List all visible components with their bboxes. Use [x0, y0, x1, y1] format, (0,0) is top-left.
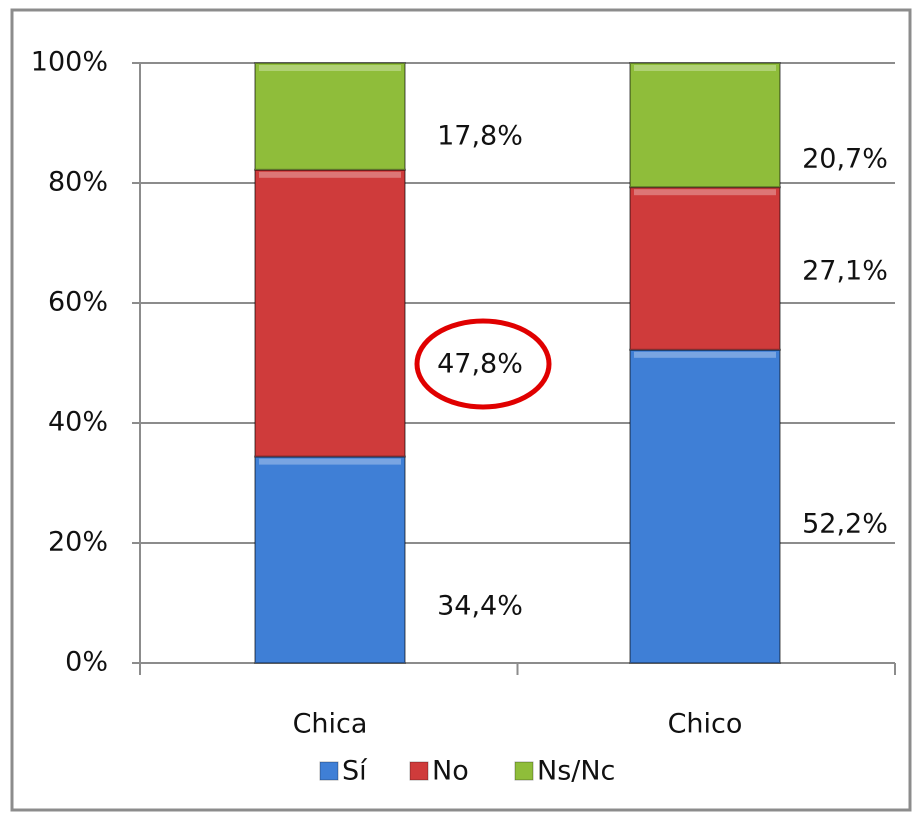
legend-swatch [319, 761, 339, 781]
legend-label: Ns/Nc [537, 756, 615, 787]
y-tick-label: 100% [31, 47, 108, 78]
legend-label: No [432, 756, 469, 787]
bar-segment [254, 168, 406, 458]
bar-segment [629, 186, 781, 351]
data-label: 34,4% [437, 591, 523, 622]
bar-highlight [259, 458, 401, 465]
bar-highlight [634, 65, 776, 71]
bar-segment [254, 455, 406, 664]
legend-swatch [409, 761, 429, 781]
x-tick-label: Chica [293, 709, 368, 740]
legend-label: Sí [342, 756, 368, 787]
bar-segment [254, 62, 406, 171]
bar-highlight [634, 189, 776, 196]
bar-highlight [634, 351, 776, 358]
bar-segment [629, 348, 781, 664]
bar-segment [629, 62, 781, 189]
data-label: 27,1% [802, 256, 888, 287]
bar-highlight [259, 171, 401, 178]
y-tick-label: 0% [65, 647, 108, 678]
highlight-circle [414, 318, 552, 410]
data-label: 17,8% [437, 121, 523, 152]
x-tick-label: Chico [668, 709, 743, 740]
data-label: 20,7% [802, 144, 888, 175]
data-label: 47,8% [437, 349, 523, 380]
y-tick-label: 80% [48, 167, 108, 198]
bar-highlight [259, 65, 401, 71]
data-label: 52,2% [802, 509, 888, 540]
y-tick-label: 40% [48, 407, 108, 438]
y-tick-label: 20% [48, 527, 108, 558]
legend-swatch [514, 761, 534, 781]
y-tick-label: 60% [48, 287, 108, 318]
